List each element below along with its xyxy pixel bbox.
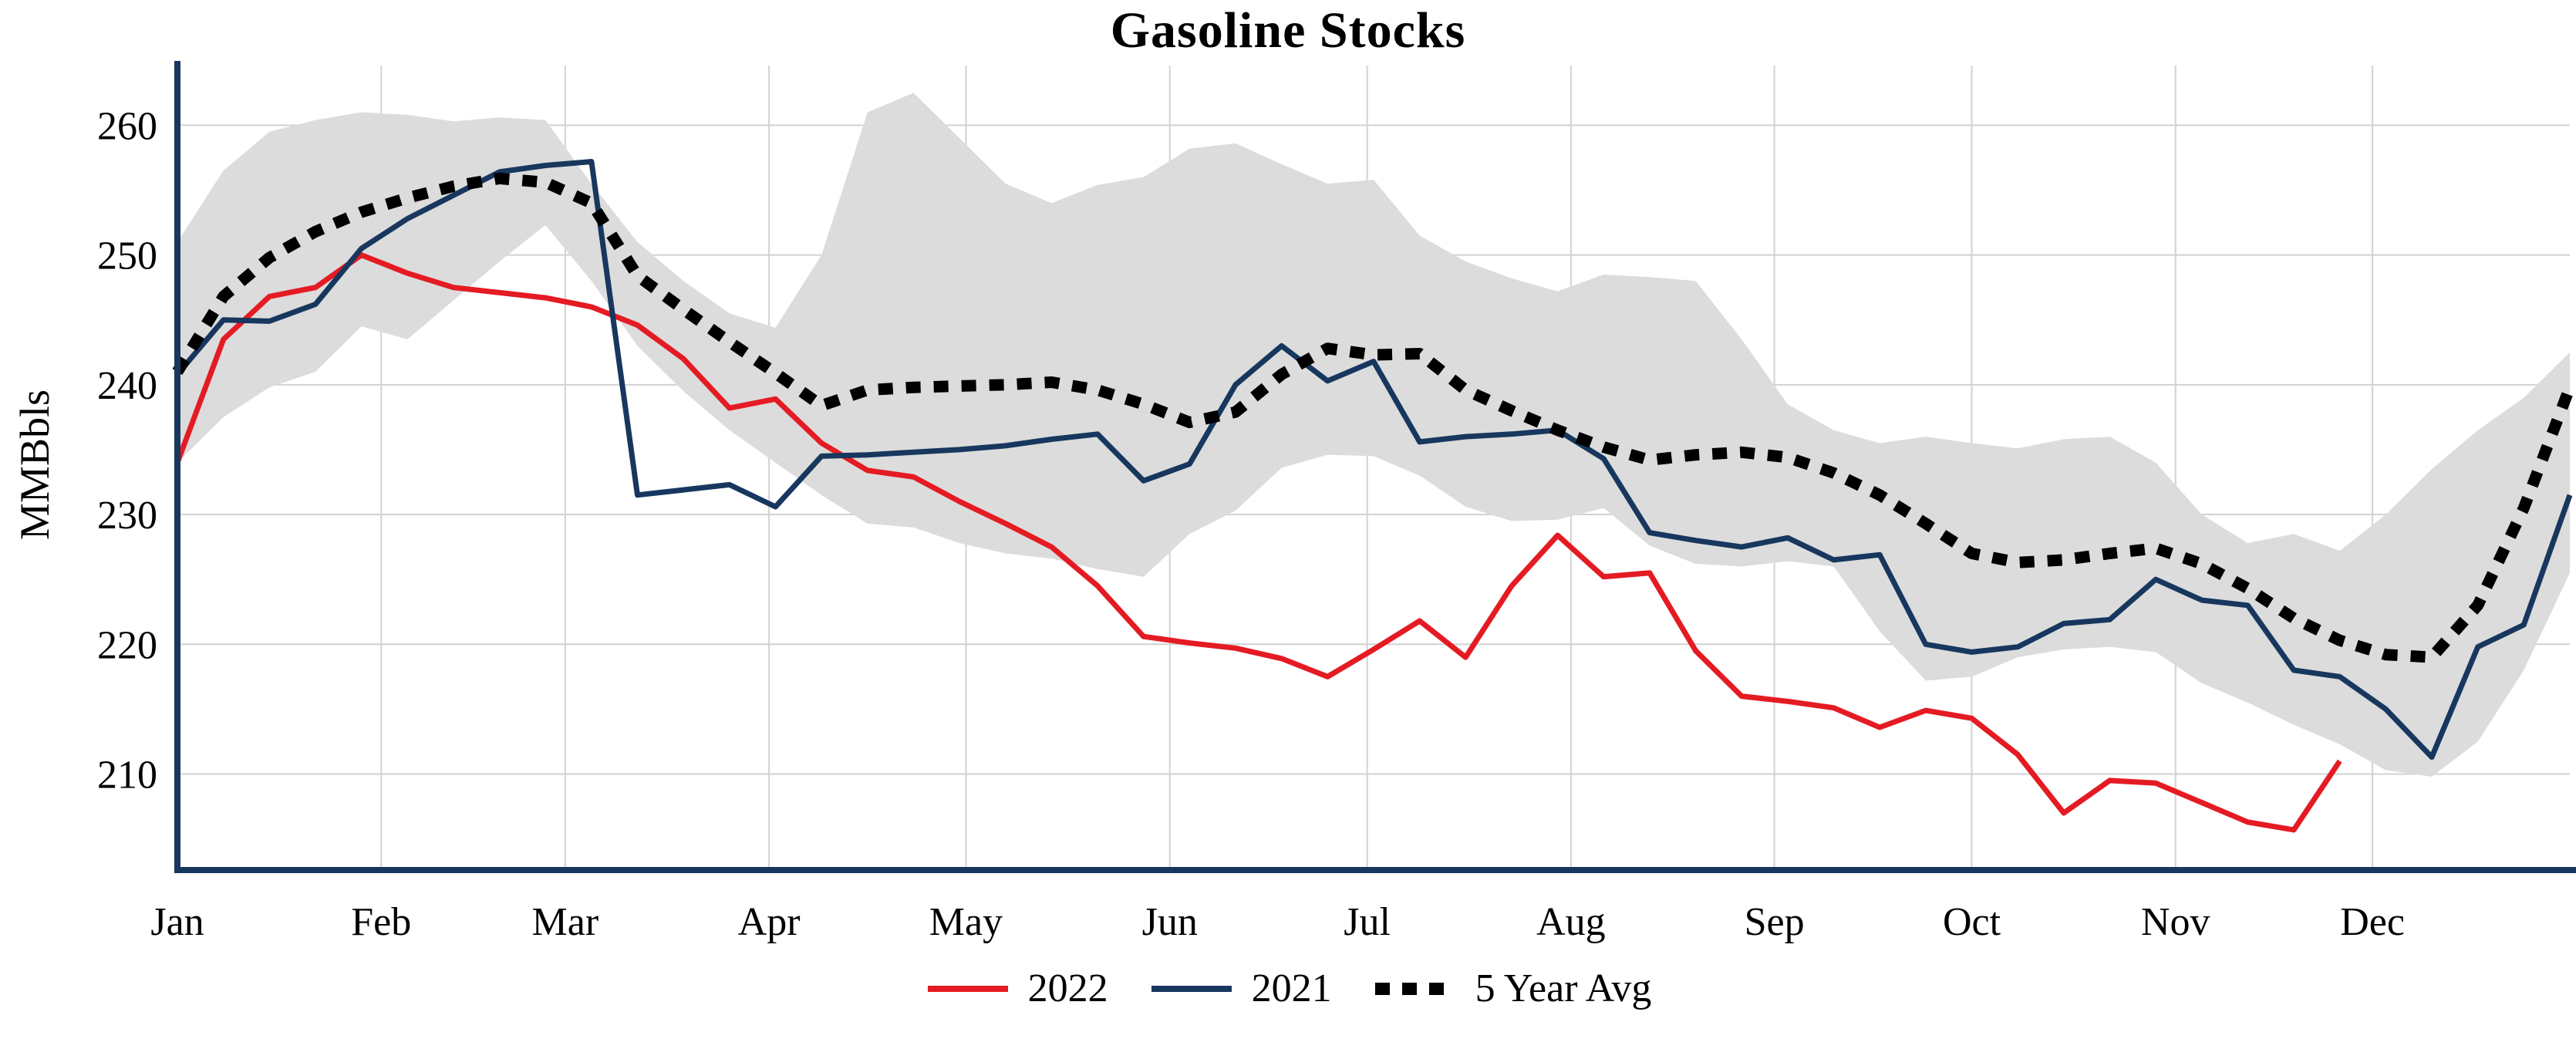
x-tick-label: Dec — [2340, 900, 2405, 944]
y-tick-label: 220 — [97, 623, 157, 667]
x-tick-label: Sep — [1745, 900, 1805, 944]
legend-swatch-2022 — [927, 985, 1008, 992]
x-tick-label: Jan — [150, 900, 204, 944]
x-tick-label: Jul — [1344, 900, 1391, 944]
y-tick-label: 230 — [97, 494, 157, 538]
series-line-5-year-avg — [172, 172, 2576, 663]
legend-item-2021: 2021 — [1148, 966, 1332, 1011]
legend-label-5-year-avg: 5 Year Avg — [1475, 966, 1652, 1010]
x-tick-label: Mar — [532, 900, 599, 944]
legend-item-5-year-avg: 5 Year Avg — [1372, 966, 1652, 1011]
y-tick-label: 260 — [97, 104, 157, 148]
x-tick-label: Oct — [1943, 900, 2001, 944]
legend-label-2021: 2021 — [1251, 966, 1332, 1010]
legend-label-2022: 2022 — [1027, 966, 1108, 1010]
series-line-2021 — [175, 159, 2573, 761]
x-tick-label: Nov — [2141, 900, 2210, 944]
x-tick-label: Feb — [351, 900, 411, 944]
x-tick-label: Apr — [738, 900, 801, 944]
x-tick-label: Aug — [1536, 900, 1606, 944]
legend-item-2022: 2022 — [925, 966, 1108, 1011]
series-line-2022 — [174, 252, 2342, 833]
chart-legend: 2022 2021 5 Year Avg — [0, 966, 2576, 1011]
y-tick-label: 210 — [97, 754, 157, 798]
x-tick-label: May — [929, 900, 1003, 944]
x-tick-label: Jun — [1142, 900, 1198, 944]
legend-swatch-2021 — [1151, 985, 1232, 992]
y-tick-label: 240 — [97, 364, 157, 408]
five-year-range-band — [177, 93, 2570, 777]
chart-title: Gasoline Stocks — [1110, 2, 1466, 59]
y-tick-label: 250 — [97, 234, 157, 278]
legend-swatch-5-year-avg — [1374, 982, 1455, 995]
